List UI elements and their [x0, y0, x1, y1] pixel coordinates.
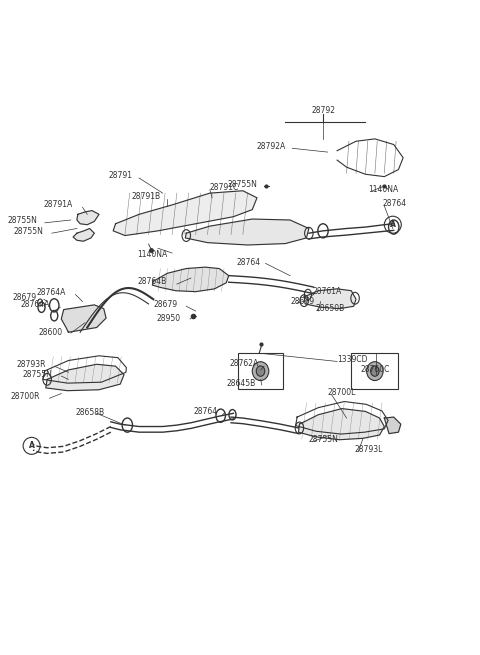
Text: 28700R: 28700R [11, 392, 40, 402]
Text: 28679: 28679 [290, 297, 314, 306]
Text: 28700L: 28700L [328, 388, 356, 397]
Text: 28600: 28600 [38, 328, 63, 337]
Text: 28792: 28792 [311, 106, 335, 115]
Text: 28950: 28950 [156, 314, 180, 322]
Ellipse shape [371, 366, 379, 377]
Polygon shape [113, 191, 257, 236]
Polygon shape [304, 289, 356, 309]
Polygon shape [73, 229, 94, 241]
Ellipse shape [252, 362, 269, 381]
Text: A: A [29, 441, 35, 451]
Text: 28761A: 28761A [312, 287, 342, 295]
Text: 28764B: 28764B [137, 277, 167, 286]
Bar [351, 354, 398, 389]
Text: 1339CD: 1339CD [337, 355, 368, 364]
Text: 28764A: 28764A [20, 301, 49, 309]
Text: 28760C: 28760C [360, 365, 390, 375]
Text: 28764: 28764 [194, 407, 218, 416]
Text: 28764: 28764 [237, 258, 261, 267]
Text: 28793L: 28793L [355, 445, 383, 454]
Text: 28755N: 28755N [8, 216, 38, 225]
Ellipse shape [367, 362, 383, 381]
Ellipse shape [256, 366, 265, 377]
Text: 28791B: 28791B [131, 192, 160, 201]
Polygon shape [299, 409, 384, 440]
Text: 28755N: 28755N [14, 227, 44, 236]
Text: 28679: 28679 [154, 301, 178, 309]
Text: 28793R: 28793R [16, 360, 46, 369]
Text: 28650B: 28650B [316, 304, 345, 313]
Polygon shape [61, 305, 106, 332]
Polygon shape [46, 364, 124, 390]
Polygon shape [185, 219, 309, 245]
Text: 28755N: 28755N [309, 435, 339, 444]
Text: 28755N: 28755N [227, 179, 257, 189]
Text: 28792A: 28792A [256, 142, 285, 151]
Text: 1140NA: 1140NA [368, 185, 398, 194]
Text: 28645B: 28645B [227, 379, 256, 388]
Text: 28755N: 28755N [22, 370, 52, 379]
Bar [238, 354, 283, 389]
Polygon shape [152, 267, 228, 291]
Text: 28658B: 28658B [75, 408, 104, 417]
Text: 28762A: 28762A [229, 360, 259, 368]
Text: 1140NA: 1140NA [137, 250, 168, 259]
Polygon shape [77, 210, 99, 225]
Text: 28791A: 28791A [44, 200, 73, 210]
Text: 28764: 28764 [383, 200, 407, 208]
Text: 28791C: 28791C [210, 183, 239, 193]
Text: 28791: 28791 [108, 171, 132, 180]
Text: 28764A: 28764A [36, 288, 66, 297]
Text: A: A [390, 220, 396, 229]
Text: 28679: 28679 [12, 293, 36, 303]
Polygon shape [384, 417, 401, 434]
